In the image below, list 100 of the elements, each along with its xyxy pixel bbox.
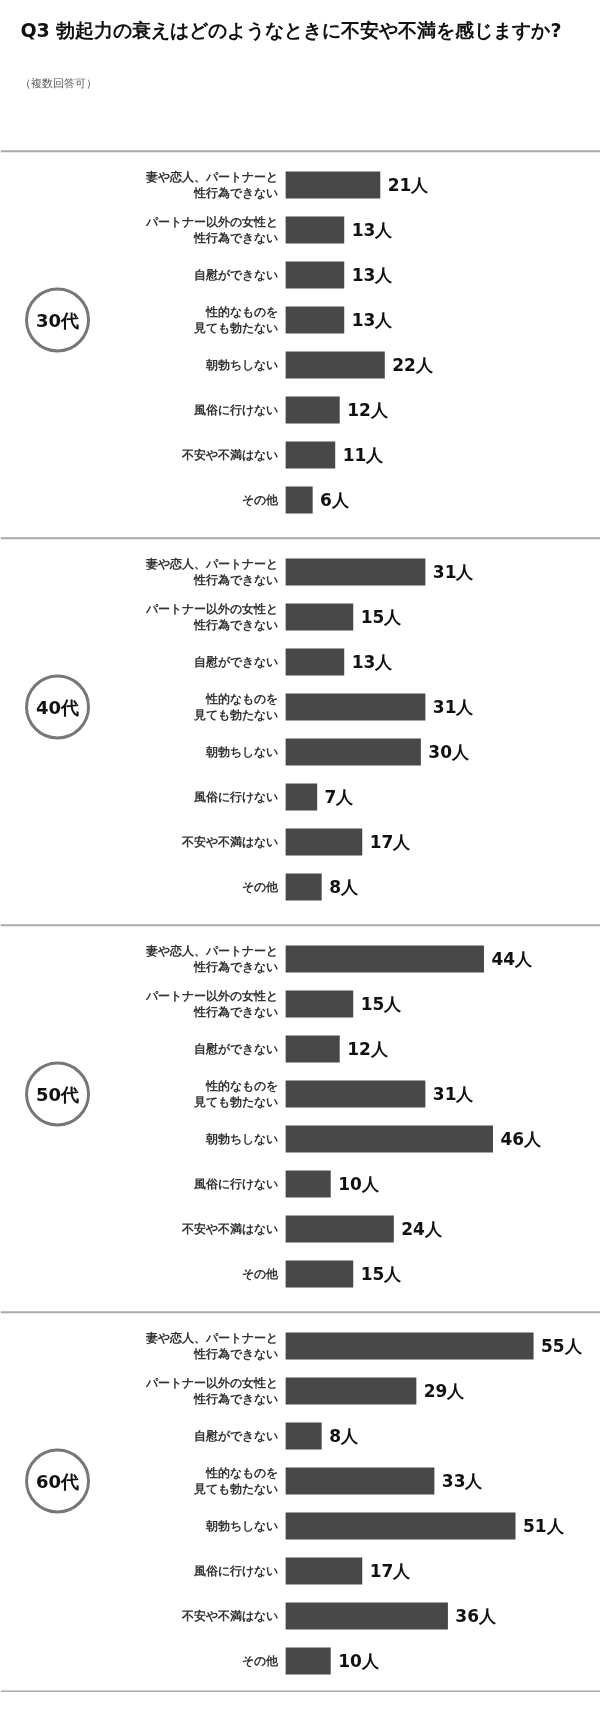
bar — [285, 1557, 363, 1585]
y-axis-title: 50代 — [36, 1083, 80, 1105]
data-label: 29人 — [423, 1381, 466, 1401]
bar — [285, 1467, 435, 1495]
y-tick-label: 妻や恋人、パートナーと性行為できない — [145, 943, 279, 975]
data-label: 13人 — [351, 265, 394, 285]
bar — [285, 1170, 331, 1198]
y-tick-label: その他 — [242, 1267, 280, 1281]
y-axis-title: 30代 — [36, 309, 80, 331]
bar — [285, 486, 313, 514]
y-tick-label: 不安や不満はない — [181, 1609, 279, 1623]
y-tick-label: 不安や不満はない — [181, 448, 279, 462]
y-tick-label: 自慰ができない — [194, 268, 279, 282]
data-label: 17人 — [369, 832, 412, 852]
bar — [285, 603, 354, 631]
data-label: 55人 — [541, 1336, 583, 1356]
y-tick-label: その他 — [242, 493, 280, 507]
data-label: 15人 — [360, 994, 403, 1014]
bar — [285, 1260, 354, 1288]
bar — [285, 1422, 322, 1450]
y-tick-label: 朝勃ちしない — [205, 1132, 279, 1146]
data-label: 12人 — [347, 1039, 389, 1059]
data-label: 17人 — [369, 1561, 412, 1581]
bar — [285, 783, 318, 811]
bar — [285, 171, 381, 199]
y-tick-label: パートナー以外の女性と性行為できない — [145, 214, 279, 246]
bar — [285, 216, 345, 244]
bar — [285, 306, 345, 334]
y-tick-label: 不安や不満はない — [181, 1222, 279, 1236]
y-tick-label: パートナー以外の女性と性行為できない — [145, 988, 279, 1020]
bar — [285, 261, 345, 289]
data-label: 30人 — [428, 742, 470, 762]
y-tick-label: 妻や恋人、パートナーと性行為できない — [145, 556, 279, 588]
bar — [285, 1125, 493, 1153]
data-label: 8人 — [329, 877, 359, 897]
data-label: 8人 — [329, 1426, 359, 1446]
y-tick-label: 風俗に行けない — [193, 1564, 279, 1578]
y-tick-label: 性的なものを見ても勃たない — [193, 304, 279, 336]
y-tick-label: 自慰ができない — [194, 1429, 279, 1443]
bar — [285, 441, 336, 469]
data-label: 31人 — [432, 697, 475, 717]
data-label: 13人 — [351, 220, 394, 240]
data-label: 13人 — [351, 310, 394, 330]
y-tick-label: 風俗に行けない — [193, 1177, 279, 1191]
y-tick-label: その他 — [242, 1654, 280, 1668]
y-tick-label: 性的なものを見ても勃たない — [193, 691, 279, 723]
bar — [285, 1215, 394, 1243]
y-tick-label: パートナー以外の女性と性行為できない — [145, 601, 279, 633]
data-label: 7人 — [324, 787, 355, 807]
data-label: 31人 — [432, 562, 475, 582]
y-tick-label: 自慰ができない — [194, 1042, 279, 1056]
bar — [285, 1332, 534, 1360]
bar — [285, 1647, 331, 1675]
data-label: 13人 — [351, 652, 394, 672]
bar — [285, 1377, 417, 1405]
data-label: 21人 — [387, 175, 430, 195]
y-tick-label: 妻や恋人、パートナーと性行為できない — [145, 1330, 279, 1362]
y-tick-label: 風俗に行けない — [193, 790, 279, 804]
bar — [285, 1512, 516, 1540]
data-label: 46人 — [500, 1129, 543, 1149]
bar — [285, 396, 340, 424]
bar — [285, 558, 426, 586]
data-label: 24人 — [401, 1219, 443, 1239]
data-label: 36人 — [455, 1606, 497, 1626]
text: （複数回答可） — [20, 77, 98, 90]
y-tick-label: その他 — [242, 880, 280, 894]
data-label: 31人 — [432, 1084, 475, 1104]
data-label: 12人 — [347, 400, 389, 420]
y-tick-label: 朝勃ちしない — [205, 745, 279, 759]
chart-title: Q3 勃起力の衰えはどのようなときに不安や不満を感じますか? — [20, 18, 562, 42]
y-axis-title: 40代 — [36, 696, 80, 718]
bar — [285, 873, 322, 901]
y-tick-label: 朝勃ちしない — [205, 1519, 279, 1533]
data-label: 6人 — [320, 490, 350, 510]
bar — [285, 648, 345, 676]
y-tick-label: 性的なものを見ても勃たない — [193, 1078, 279, 1110]
data-label: 15人 — [360, 607, 403, 627]
data-label: 44人 — [491, 949, 534, 969]
data-label: 33人 — [441, 1471, 484, 1491]
bar — [285, 1080, 426, 1108]
data-label: 11人 — [342, 445, 385, 465]
y-tick-label: パートナー以外の女性と性行為できない — [145, 1375, 279, 1407]
bar — [285, 990, 354, 1018]
y-tick-label: 朝勃ちしない — [205, 358, 279, 372]
data-label: 10人 — [338, 1651, 380, 1671]
y-tick-label: 不安や不満はない — [181, 835, 279, 849]
bar — [285, 945, 484, 973]
data-label: 22人 — [392, 355, 434, 375]
y-tick-label: 自慰ができない — [194, 655, 279, 669]
y-tick-label: 風俗に行けない — [193, 403, 279, 417]
y-axis-title: 60代 — [36, 1470, 80, 1492]
bar — [285, 693, 426, 721]
bar — [285, 1035, 340, 1063]
bar — [285, 351, 385, 379]
bar — [285, 738, 421, 766]
bar — [285, 1602, 448, 1630]
data-label: 51人 — [522, 1516, 565, 1536]
y-tick-label: 妻や恋人、パートナーと性行為できない — [145, 169, 279, 201]
bar — [285, 828, 363, 856]
data-label: 10人 — [338, 1174, 380, 1194]
